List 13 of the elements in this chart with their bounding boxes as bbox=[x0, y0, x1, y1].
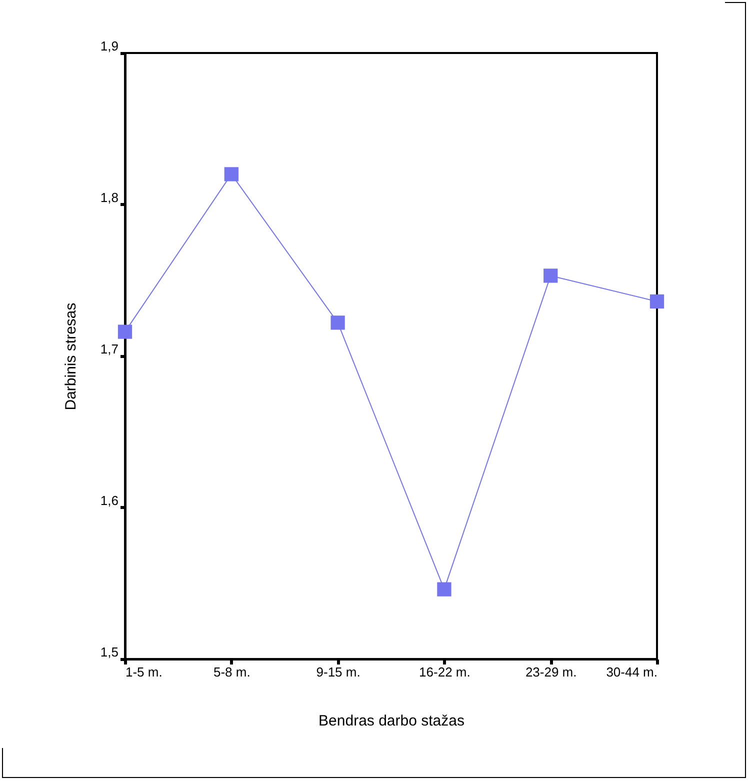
x-tick-label: 16-22 m. bbox=[419, 664, 470, 680]
y-tick-label: 1,5 bbox=[100, 644, 118, 660]
y-axis-title: Darbinis stresas bbox=[62, 302, 80, 410]
x-tick-label: 1-5 m. bbox=[126, 664, 162, 680]
x-tick-label: 30-44 m. bbox=[606, 664, 658, 680]
y-tick-label: 1,9 bbox=[100, 38, 118, 54]
y-tick-label: 1,6 bbox=[100, 493, 118, 508]
x-tick-label: 5-8 m. bbox=[213, 664, 250, 680]
x-tick-label: 9-15 m. bbox=[316, 664, 360, 680]
y-tick-label: 1,7 bbox=[100, 342, 118, 356]
x-tick-label: 23-29 m. bbox=[525, 664, 577, 680]
x-axis-title: Bendras darbo stažas bbox=[318, 712, 464, 730]
y-tick-label: 1,8 bbox=[100, 190, 118, 205]
